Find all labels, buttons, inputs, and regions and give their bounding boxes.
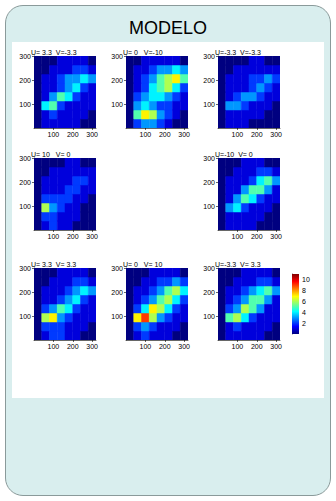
- svg-text:200: 200: [67, 233, 79, 240]
- svg-text:200: 200: [159, 131, 171, 138]
- svg-text:6: 6: [302, 298, 306, 305]
- svg-text:300: 300: [178, 131, 190, 138]
- svg-text:200: 200: [19, 179, 31, 186]
- svg-text:U= 0 V=-10: U= 0 V=-10: [123, 49, 163, 56]
- svg-text:100: 100: [19, 313, 31, 320]
- svg-text:200: 200: [203, 77, 215, 84]
- svg-text:300: 300: [86, 233, 98, 240]
- svg-text:300: 300: [178, 343, 190, 350]
- svg-text:100: 100: [48, 343, 60, 350]
- svg-text:100: 100: [203, 203, 215, 210]
- svg-text:U= 10 V= 0: U= 10 V= 0: [31, 151, 70, 158]
- svg-text:100: 100: [232, 343, 244, 350]
- svg-text:300: 300: [203, 265, 215, 272]
- svg-text:200: 200: [111, 77, 123, 84]
- html-text:MODELO: MODELO: [129, 18, 207, 38]
- svg-text:4: 4: [302, 309, 306, 316]
- svg-text:300: 300: [270, 343, 282, 350]
- svg-text:300: 300: [203, 53, 215, 60]
- svg-text:300: 300: [270, 233, 282, 240]
- svg-text:100: 100: [19, 203, 31, 210]
- svg-text:300: 300: [19, 155, 31, 162]
- svg-text:200: 200: [251, 343, 263, 350]
- svg-text:200: 200: [159, 343, 171, 350]
- svg-text:200: 200: [203, 289, 215, 296]
- svg-text:300: 300: [86, 343, 98, 350]
- svg-text:200: 200: [203, 179, 215, 186]
- svg-text:200: 200: [19, 289, 31, 296]
- svg-text:U=-3.3 V=-3.3: U=-3.3 V=-3.3: [215, 49, 261, 56]
- svg-text:100: 100: [48, 233, 60, 240]
- svg-text:100: 100: [19, 101, 31, 108]
- svg-text:U=-3.3 V= 3.3: U=-3.3 V= 3.3: [215, 261, 261, 268]
- svg-text:10: 10: [302, 276, 310, 283]
- svg-text:100: 100: [232, 131, 244, 138]
- svg-text:200: 200: [111, 289, 123, 296]
- svg-text:100: 100: [203, 101, 215, 108]
- svg-text:2: 2: [302, 320, 306, 327]
- svg-text:100: 100: [111, 101, 123, 108]
- svg-text:100: 100: [232, 233, 244, 240]
- svg-text:U= 0 V= 10: U= 0 V= 10: [123, 261, 162, 268]
- svg-text:300: 300: [19, 53, 31, 60]
- svg-text:300: 300: [111, 265, 123, 272]
- svg-text:U=-10 V= 0: U=-10 V= 0: [215, 151, 253, 158]
- svg-text:100: 100: [111, 313, 123, 320]
- svg-text:300: 300: [270, 131, 282, 138]
- svg-text:200: 200: [19, 77, 31, 84]
- svg-text:300: 300: [111, 53, 123, 60]
- svg-text:U= 3.3 V= 3.3: U= 3.3 V= 3.3: [31, 261, 76, 268]
- svg-text:300: 300: [19, 265, 31, 272]
- svg-text:100: 100: [140, 343, 152, 350]
- svg-text:300: 300: [86, 131, 98, 138]
- svg-text:8: 8: [302, 287, 306, 294]
- svg-text:U= 3.3 V=-3.3: U= 3.3 V=-3.3: [31, 49, 77, 56]
- svg-text:100: 100: [203, 313, 215, 320]
- svg-text:300: 300: [203, 155, 215, 162]
- svg-text:200: 200: [67, 131, 79, 138]
- svg-text:200: 200: [251, 233, 263, 240]
- svg-text:200: 200: [251, 131, 263, 138]
- svg-text:100: 100: [140, 131, 152, 138]
- svg-text:100: 100: [48, 131, 60, 138]
- svg-text:200: 200: [67, 343, 79, 350]
